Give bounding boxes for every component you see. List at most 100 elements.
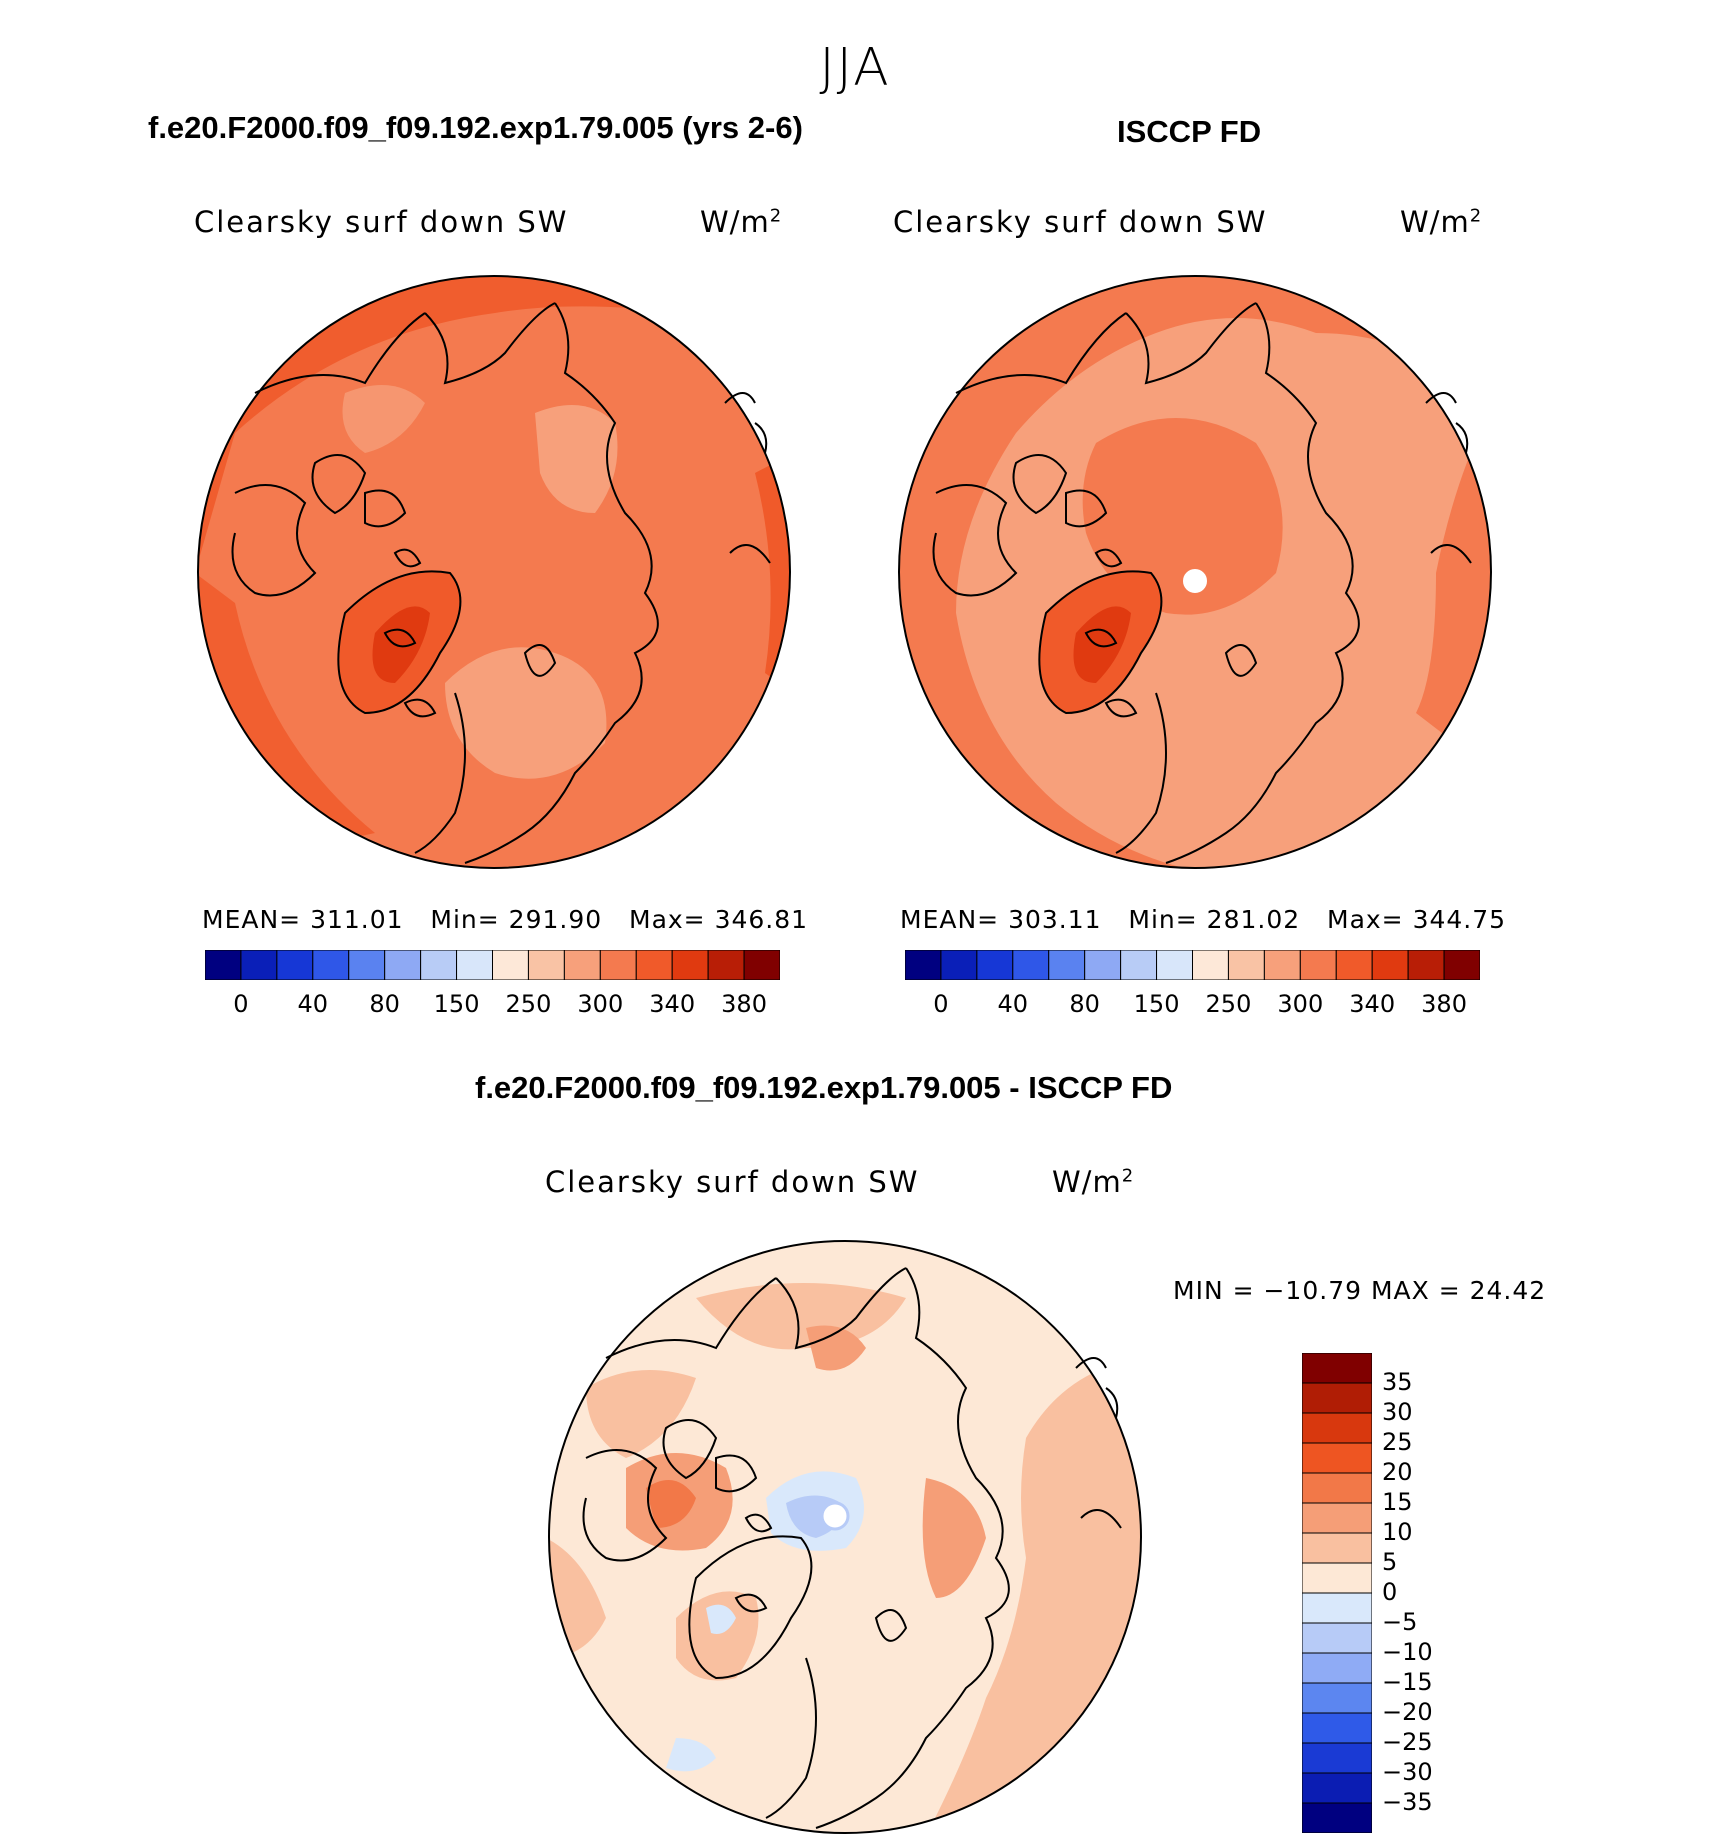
colorbar-swatch — [1048, 950, 1086, 980]
colorbar-swatch — [527, 950, 565, 980]
colorbar-tick-label: −20 — [1382, 1698, 1433, 1726]
colorbar-tick-label: 380 — [1421, 990, 1467, 1018]
panel2-colorbar-labels: 0 40 80 150 250 300 340 380 — [905, 990, 1480, 1020]
colorbar-swatch — [1302, 1353, 1372, 1384]
colorbar-swatch — [276, 950, 314, 980]
colorbar-tick-label: 30 — [1382, 1398, 1413, 1426]
panel1-stats: MEAN= 311.01 Min= 291.90 Max= 346.81 — [202, 905, 809, 934]
panel2-stats: MEAN= 303.11 Min= 281.02 Max= 344.75 — [900, 905, 1507, 934]
colorbar-swatch — [1302, 1652, 1372, 1684]
colorbar-tick-label: 40 — [297, 990, 329, 1018]
colorbar-tick-label: 5 — [1382, 1548, 1398, 1576]
colorbar-swatch — [1302, 1442, 1372, 1474]
colorbar-swatch — [312, 950, 350, 980]
colorbar-swatch — [635, 950, 673, 980]
panel1-colorbar — [205, 950, 780, 980]
colorbar-tick-label: 25 — [1382, 1428, 1413, 1456]
colorbar-tick-label: 40 — [997, 990, 1029, 1018]
colorbar-tick-label: 250 — [505, 990, 552, 1018]
colorbar-swatch — [1302, 1592, 1372, 1624]
panel2-units: W/m2 — [1400, 205, 1483, 239]
panel1-variable-label: Clearsky surf down SW — [194, 205, 569, 239]
panel2-colorbar — [905, 950, 1480, 980]
colorbar-swatch — [940, 950, 978, 980]
diff-colorbar — [1302, 1353, 1372, 1833]
colorbar-swatch — [707, 950, 745, 980]
colorbar-swatch — [205, 950, 242, 980]
colorbar-tick-label: 0 — [233, 990, 249, 1018]
colorbar-swatch — [420, 950, 458, 980]
colorbar-swatch — [905, 950, 942, 980]
colorbar-tick-label: 80 — [1069, 990, 1100, 1018]
colorbar-swatch — [1302, 1712, 1372, 1744]
colorbar-tick-label: 340 — [1349, 990, 1396, 1018]
panel1-colorbar-labels: 0 40 80 150 250 300 340 380 — [205, 990, 780, 1020]
colorbar-swatch — [1302, 1562, 1372, 1594]
colorbar-tick-label: 250 — [1205, 990, 1252, 1018]
diff-polar-map — [548, 1240, 1142, 1834]
colorbar-swatch — [456, 950, 493, 980]
panel2-polar-map — [898, 275, 1492, 869]
colorbar-tick-label: 300 — [1277, 990, 1324, 1018]
colorbar-swatch — [348, 950, 386, 980]
colorbar-tick-label: −25 — [1382, 1728, 1433, 1756]
colorbar-swatch — [1302, 1802, 1372, 1833]
colorbar-tick-label: −10 — [1382, 1638, 1433, 1666]
colorbar-swatch — [1012, 950, 1050, 980]
colorbar-swatch — [1084, 950, 1122, 980]
colorbar-swatch — [1227, 950, 1265, 980]
colorbar-swatch — [1156, 950, 1193, 980]
colorbar-tick-label: −15 — [1382, 1668, 1433, 1696]
diff-units: W/m2 — [1052, 1165, 1135, 1199]
colorbar-tick-label: 0 — [933, 990, 949, 1018]
colorbar-tick-label: 80 — [369, 990, 400, 1018]
colorbar-tick-label: 150 — [1133, 990, 1180, 1018]
diff-variable-label: Clearsky surf down SW — [545, 1165, 920, 1199]
colorbar-swatch — [1371, 950, 1409, 980]
colorbar-tick-label: −35 — [1382, 1788, 1433, 1816]
colorbar-tick-label: 15 — [1382, 1488, 1413, 1516]
colorbar-swatch — [1443, 950, 1480, 980]
colorbar-swatch — [599, 950, 637, 980]
colorbar-tick-label: 150 — [433, 990, 480, 1018]
diff-colorbar-labels: 35 30 25 20 15 10 5 0 −5 −10 −15 −20 −25 −30 −35 — [1382, 1353, 1502, 1833]
colorbar-tick-label: 20 — [1382, 1458, 1413, 1486]
panel1-units: W/m2 — [700, 205, 783, 239]
colorbar-tick-label: 0 — [1382, 1578, 1398, 1606]
colorbar-tick-label: 10 — [1382, 1518, 1413, 1546]
colorbar-swatch — [1263, 950, 1301, 980]
colorbar-tick-label: 35 — [1382, 1368, 1413, 1396]
panel2-title: ISCCP FD — [1117, 114, 1262, 149]
diff-title: f.e20.F2000.f09_f09.192.exp1.79.005 - IS… — [475, 1070, 1173, 1105]
season-title: JJA — [819, 38, 891, 98]
colorbar-swatch — [492, 950, 529, 980]
colorbar-swatch — [671, 950, 709, 980]
colorbar-swatch — [1302, 1472, 1372, 1504]
panel2-variable-label: Clearsky surf down SW — [893, 205, 1268, 239]
colorbar-swatch — [1299, 950, 1337, 980]
colorbar-swatch — [976, 950, 1014, 980]
colorbar-swatch — [1407, 950, 1445, 980]
colorbar-swatch — [384, 950, 422, 980]
colorbar-tick-label: 340 — [649, 990, 696, 1018]
colorbar-swatch — [1120, 950, 1158, 980]
colorbar-tick-label: 380 — [721, 990, 767, 1018]
panel1-polar-map — [197, 275, 791, 869]
diff-minmax: MIN = −10.79 MAX = 24.42 — [1173, 1276, 1547, 1305]
colorbar-tick-label: −5 — [1382, 1608, 1418, 1636]
colorbar-swatch — [1302, 1682, 1372, 1714]
colorbar-swatch — [1302, 1622, 1372, 1654]
colorbar-swatch — [1302, 1382, 1372, 1414]
colorbar-swatch — [1302, 1742, 1372, 1774]
colorbar-swatch — [743, 950, 780, 980]
colorbar-swatch — [240, 950, 278, 980]
colorbar-swatch — [1335, 950, 1373, 980]
colorbar-swatch — [563, 950, 601, 980]
colorbar-swatch — [1302, 1502, 1372, 1534]
colorbar-swatch — [1302, 1532, 1372, 1564]
colorbar-swatch — [1192, 950, 1229, 980]
colorbar-swatch — [1302, 1772, 1372, 1804]
colorbar-swatch — [1302, 1412, 1372, 1444]
panel1-title: f.e20.F2000.f09_f09.192.exp1.79.005 (yrs… — [148, 110, 803, 145]
colorbar-tick-label: −30 — [1382, 1758, 1433, 1786]
